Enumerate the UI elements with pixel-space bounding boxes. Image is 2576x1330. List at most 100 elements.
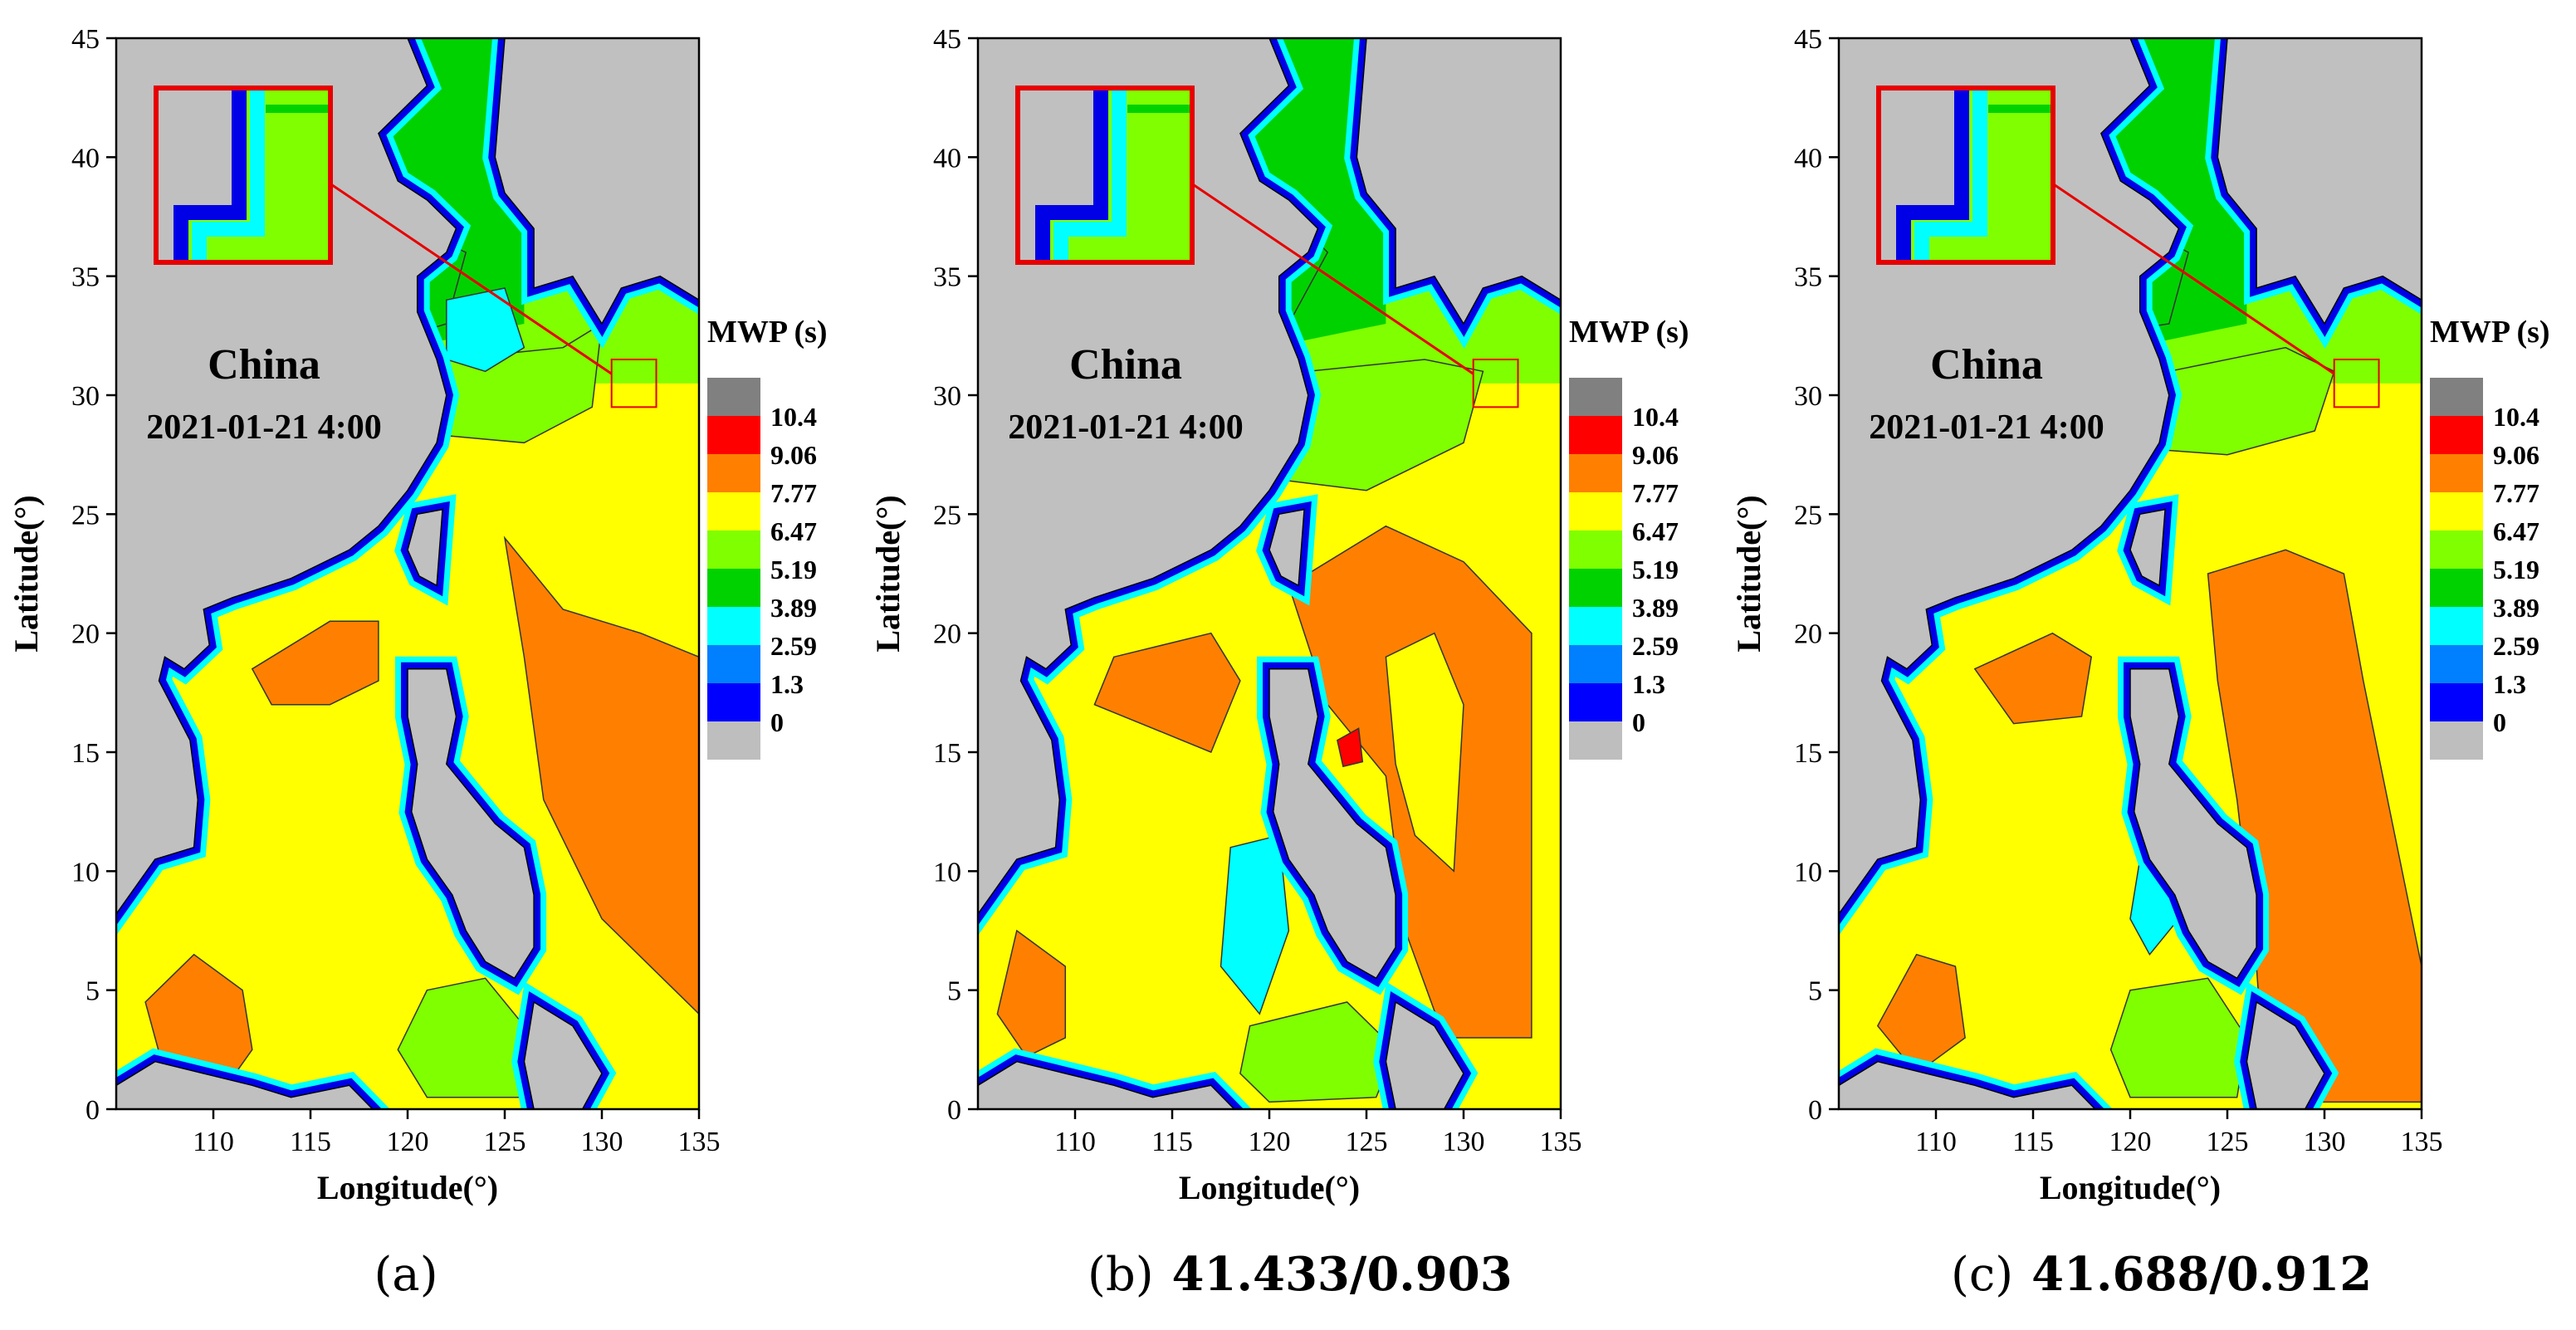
y-tick-label: 10: [71, 857, 100, 887]
legend-level-label: 1.3: [1632, 669, 1665, 699]
legend-level-label: 6.47: [770, 516, 817, 546]
x-tick-label: 115: [2012, 1127, 2054, 1157]
contour-region: [2109, 977, 2248, 1098]
x-axis-title: Longitude(°): [2040, 1169, 2221, 1206]
y-tick-label: 25: [1794, 500, 1822, 531]
legend-swatch: [1569, 531, 1622, 569]
y-axis-title: Latitude(°): [7, 495, 45, 652]
contour-region: [251, 620, 379, 706]
legend-level-label: 6.47: [1632, 516, 1679, 546]
x-tick-label: 110: [1054, 1127, 1096, 1157]
inset-coast-cyan: [1053, 88, 1127, 262]
y-tick-label: 15: [71, 738, 100, 769]
legend-level-label: 9.06: [1632, 440, 1679, 470]
inset-coast-blue: [1035, 88, 1108, 262]
y-tick-label: 25: [933, 500, 961, 531]
contour-region: [1337, 727, 1364, 768]
legend-level-label: 1.3: [2493, 669, 2526, 699]
y-tick-label: 10: [1794, 857, 1822, 887]
legend-swatch: [2430, 531, 2483, 569]
x-tick-label: 115: [1151, 1127, 1193, 1157]
y-tick-label: 40: [71, 143, 100, 174]
inset-sea-band: [1127, 105, 1192, 113]
zoom-connector-line: [1191, 183, 1474, 375]
legend-title: MWP (s): [707, 315, 828, 350]
land-mass: [2217, 38, 2422, 325]
inset-sea-band: [266, 105, 330, 113]
inset-coast-blue: [1896, 88, 1969, 262]
y-tick-label: 5: [947, 976, 961, 1007]
y-tick-label: 35: [933, 262, 961, 293]
land-mass: [1268, 508, 1305, 587]
chart-panel-b: 110 115 120 125 130 135 0 5 10 15 20 25 30 35 40 45 Long…: [869, 24, 1689, 1206]
x-tick-label: 120: [2109, 1127, 2152, 1157]
legend-level-label: 3.89: [1632, 593, 1679, 623]
chart-panel-c: 110 115 120 125 130 135 0 5 10 15 20 25 30 35 40 45 Long…: [1730, 24, 2550, 1206]
x-tick-label: 135: [1540, 1127, 1582, 1157]
zoom-connector-line: [2052, 183, 2335, 375]
inset-coast-cyan: [1914, 88, 1987, 262]
legend-swatch: [2430, 416, 2483, 454]
y-axis-title: Latitude(°): [1730, 495, 1767, 652]
contour-region: [1093, 632, 1241, 753]
caption-letter: (a): [374, 1247, 438, 1302]
zoom-inset: [1876, 86, 2055, 265]
y-tick-label: 25: [71, 500, 100, 531]
legend-swatch: [707, 607, 760, 645]
zoom-region-box: [610, 359, 657, 408]
x-tick-label: 125: [2207, 1127, 2249, 1157]
legend-swatch: [2430, 721, 2483, 760]
land-mass: [116, 1060, 374, 1109]
legend-swatch: [2430, 492, 2483, 531]
legend-level-label: 6.47: [2493, 516, 2539, 546]
x-tick-label: 110: [193, 1127, 234, 1157]
land-mass: [978, 1060, 1235, 1109]
legend-swatch: [2430, 683, 2483, 721]
legend-level-label: 2.59: [770, 631, 817, 661]
map-label-country: China: [208, 341, 320, 389]
map-label-time: 2021-01-21 4:00: [1008, 408, 1243, 447]
legend-swatch: [1569, 683, 1622, 721]
zoom-region-box: [2333, 359, 2380, 408]
land-mass: [1839, 1060, 2096, 1109]
inset-frame: [1876, 86, 2055, 265]
zoom-inset: [1015, 86, 1195, 265]
legend-swatch: [2430, 454, 2483, 492]
contour-region: [1876, 953, 1966, 1075]
map-label-time: 2021-01-21 4:00: [1869, 408, 2104, 447]
zoom-connector-line: [330, 183, 613, 375]
caption-score: 41.433/0.903: [1171, 1247, 1513, 1302]
contour-region: [2207, 549, 2422, 1103]
y-tick-label: 10: [933, 857, 961, 887]
legend-swatch: [707, 378, 760, 416]
y-tick-label: 35: [1794, 262, 1822, 293]
map-label-country: China: [1930, 341, 2043, 389]
y-tick-label: 30: [933, 381, 961, 412]
x-tick-label: 130: [581, 1127, 623, 1157]
legend-swatch: [2430, 607, 2483, 645]
chart-panel-a: 110 115 120 125 130 135 0 5 10 15 20 25 30 35 40 45 Long…: [7, 24, 828, 1206]
caption-letter: (c): [1951, 1247, 2014, 1302]
y-tick-label: 20: [71, 619, 100, 650]
zoom-inset: [154, 86, 333, 265]
y-tick-label: 0: [947, 1095, 961, 1126]
x-axis-title: Longitude(°): [1179, 1169, 1360, 1206]
legend-title: MWP (s): [2430, 315, 2550, 350]
land-mass: [1385, 1000, 1464, 1109]
legend-swatch: [707, 492, 760, 531]
inset-frame: [154, 86, 333, 265]
legend-level-label: 5.19: [770, 555, 817, 584]
y-axis-title: Latitude(°): [869, 495, 907, 652]
x-tick-label: 125: [1346, 1127, 1388, 1157]
y-tick-label: 20: [933, 619, 961, 650]
legend-level-label: 2.59: [1632, 631, 1679, 661]
legend-level-label: 1.3: [770, 669, 804, 699]
legend-level-label: 0: [2493, 707, 2506, 737]
y-tick-label: 45: [933, 24, 961, 55]
land-mass: [407, 508, 443, 587]
legend-level-label: 10.4: [770, 402, 817, 432]
y-tick-label: 5: [86, 976, 100, 1007]
legend-swatch: [707, 531, 760, 569]
land-mass: [523, 1000, 603, 1109]
y-tick-label: 20: [1794, 619, 1822, 650]
